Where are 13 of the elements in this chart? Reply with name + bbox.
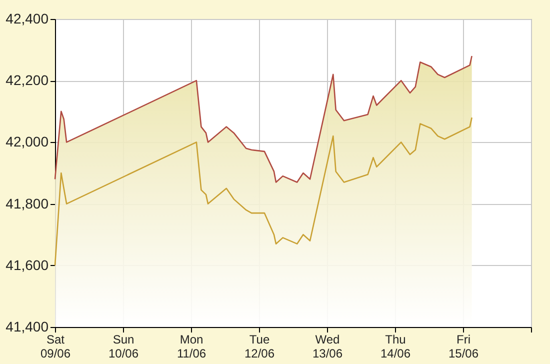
y-tick-label: 42,000 [6, 134, 49, 150]
x-tick-label: Sat 09/06 [40, 332, 71, 360]
x-tick-label: Tue 12/06 [244, 332, 275, 360]
y-tick-label: 42,200 [6, 72, 49, 88]
y-tick-label: 41,800 [6, 195, 49, 212]
x-tick-label: Wed 13/06 [312, 332, 343, 360]
x-tick-label: Fri 15/06 [448, 332, 479, 360]
y-tick-label: 41,400 [6, 318, 49, 334]
y-tick-label: 42,400 [6, 10, 49, 26]
x-tick-label: Sun 10/06 [108, 332, 139, 360]
x-tick-label: Mon 11/06 [176, 332, 206, 360]
x-tick-label: Thu 14/06 [380, 332, 411, 360]
y-tick-label: 41,600 [6, 256, 49, 273]
